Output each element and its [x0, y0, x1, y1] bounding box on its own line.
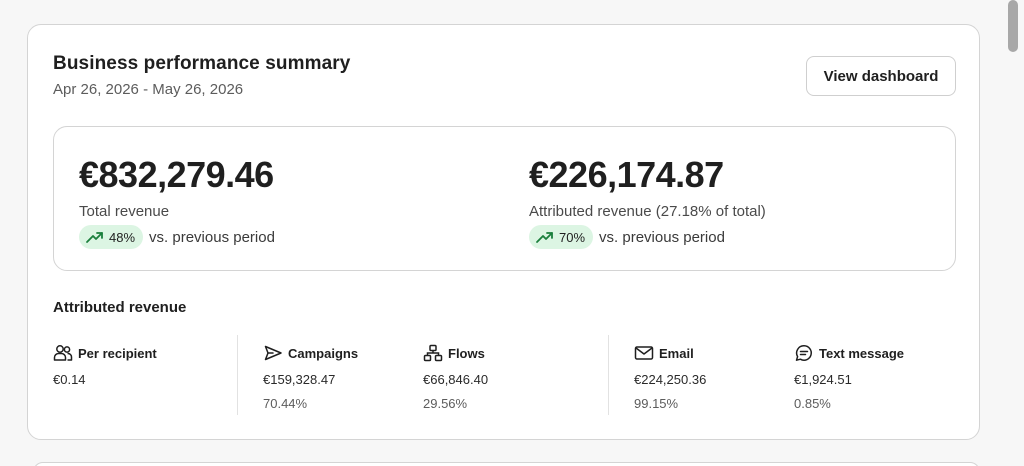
- attributed-revenue-heading: Attributed revenue: [53, 299, 187, 316]
- scrollbar-thumb[interactable]: [1008, 0, 1018, 52]
- trending-up-icon: [536, 232, 553, 243]
- metric-name: Flows: [448, 345, 485, 361]
- metric-value: €1,924.51: [794, 372, 852, 387]
- kpi-box: €832,279.46 Total revenue 48% vs. previo…: [53, 126, 956, 271]
- metric-percent: 70.44%: [263, 396, 308, 411]
- kpi-label: Attributed revenue (27.18% of total): [529, 203, 766, 220]
- change-value: 70%: [559, 229, 586, 245]
- next-card: [33, 462, 980, 466]
- view-dashboard-button[interactable]: View dashboard: [806, 56, 956, 96]
- metric-per-recipient: Per recipient €0.14: [53, 343, 157, 388]
- change-suffix: vs. previous period: [599, 228, 725, 246]
- total-revenue-kpi: €832,279.46 Total revenue 48% vs. previo…: [79, 155, 275, 249]
- email-icon: [634, 346, 654, 360]
- send-icon: [264, 345, 282, 361]
- flows-icon: [423, 344, 443, 362]
- card-title: Business performance summary: [53, 53, 351, 74]
- kpi-value: €832,279.46: [79, 154, 274, 195]
- kpi-label: Total revenue: [79, 203, 170, 220]
- change-suffix: vs. previous period: [149, 228, 275, 246]
- change-badge: 70%: [529, 225, 594, 249]
- metric-campaigns: Campaigns €159,328.47 70.44%: [263, 343, 358, 412]
- metric-name: Campaigns: [288, 345, 359, 361]
- divider: [608, 335, 609, 415]
- metric-percent: 29.56%: [423, 396, 468, 411]
- metric-value: €159,328.47: [263, 372, 336, 387]
- metric-value: €224,250.36: [634, 372, 707, 387]
- sms-icon: [795, 345, 812, 361]
- metric-name: Per recipient: [78, 345, 157, 361]
- kpi-value: €226,174.87: [529, 154, 724, 195]
- metric-percent: 0.85%: [794, 396, 831, 411]
- metric-flows: Flows €66,846.40 29.56%: [423, 343, 488, 412]
- kpi-change: 70% vs. previous period: [529, 225, 766, 249]
- divider: [237, 335, 238, 415]
- people-icon: [53, 345, 73, 361]
- business-summary-card: Business performance summary Apr 26, 202…: [27, 24, 980, 440]
- trending-up-icon: [86, 232, 103, 243]
- metric-name: Text message: [819, 345, 905, 361]
- metric-value: €66,846.40: [423, 372, 489, 387]
- metric-email: Email €224,250.36 99.15%: [634, 343, 706, 412]
- date-range: Apr 26, 2026 - May 26, 2026: [53, 81, 244, 98]
- kpi-change: 48% vs. previous period: [79, 225, 275, 249]
- metric-value: €0.14: [53, 372, 86, 387]
- metric-text-message: Text message €1,924.51 0.85%: [794, 343, 904, 412]
- attributed-revenue-kpi: €226,174.87 Attributed revenue (27.18% o…: [529, 155, 766, 249]
- metric-percent: 99.15%: [634, 396, 679, 411]
- change-badge: 48%: [79, 225, 144, 249]
- scrollbar-track[interactable]: [1004, 0, 1024, 466]
- metric-name: Email: [659, 345, 694, 361]
- change-value: 48%: [109, 229, 136, 245]
